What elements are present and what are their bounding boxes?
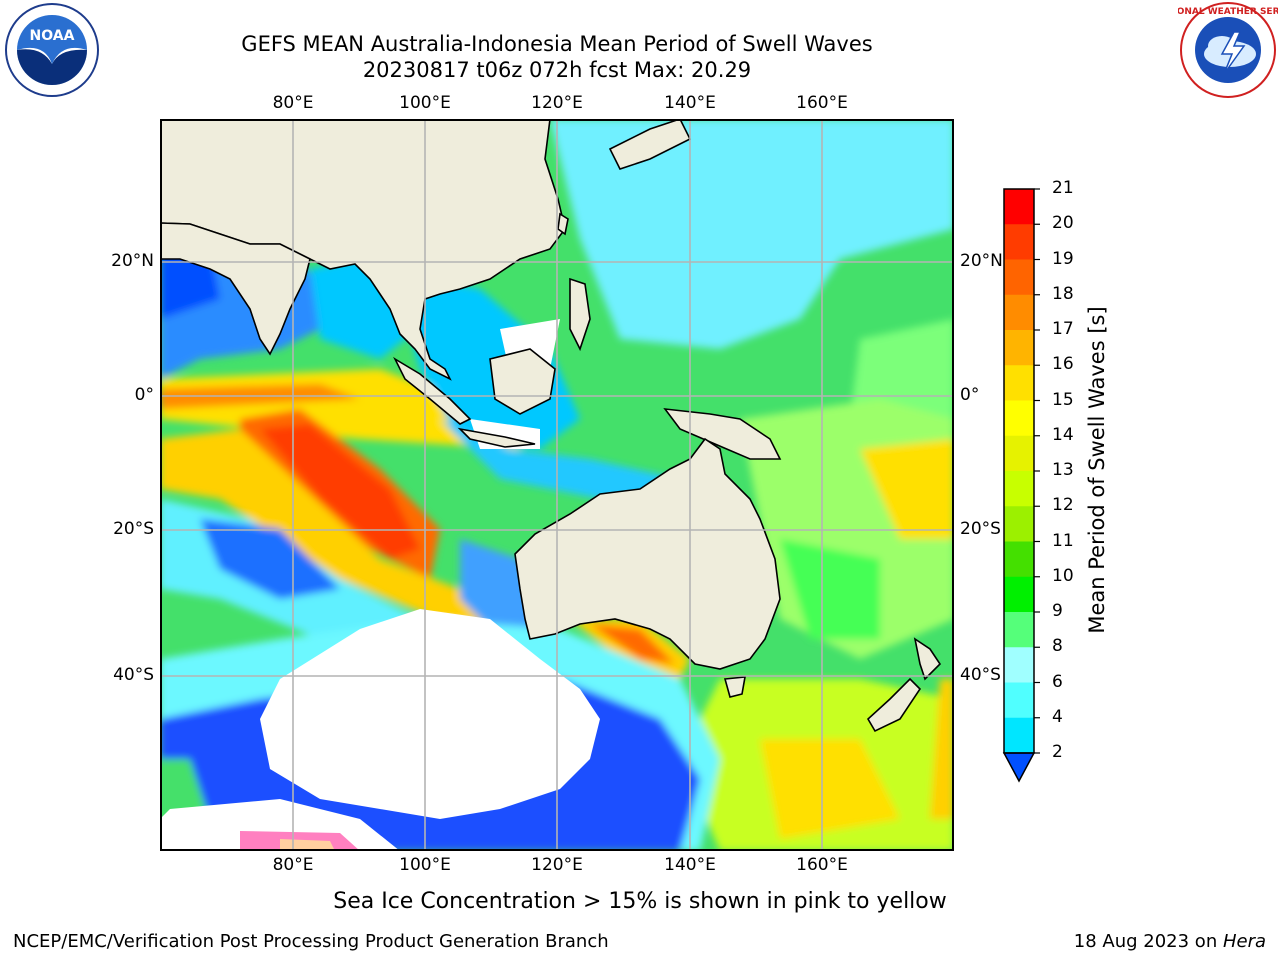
lat-tick-right-20s: 20°S (960, 519, 1001, 539)
colorbar-bin (1004, 294, 1034, 331)
footer-host: Hera (1222, 931, 1266, 952)
colorbar-bin (1004, 259, 1034, 296)
colorbar-tick-label: 21 (1052, 178, 1074, 198)
noaa-logo: NOAA (2, 2, 102, 98)
colorbar-bin (1004, 224, 1034, 260)
lat-tick-right-20n: 20°N (960, 251, 1003, 271)
colorbar-bin (1004, 682, 1034, 719)
colorbar-bin (1004, 435, 1034, 472)
colorbar-tick-label: 12 (1052, 495, 1074, 516)
colorbar-bin (1004, 189, 1034, 225)
lon-tick-top-160: 160°E (796, 93, 848, 113)
colorbar-bin (1004, 647, 1034, 683)
chart-title-line1: GEFS MEAN Australia-Indonesia Mean Perio… (241, 32, 873, 56)
australia (514, 437, 781, 670)
colorbar-tick-label: 17 (1052, 319, 1074, 339)
graticule (160, 119, 954, 851)
colorbar-tick-label: 15 (1052, 389, 1074, 410)
colorbar-svg (1002, 188, 1040, 783)
lat-tick-left-0: 0° (134, 385, 154, 405)
colorbar-bin (1004, 717, 1034, 754)
colorbar-tick-label: 20 (1052, 213, 1074, 234)
lat-tick-left-20n: 20°N (111, 251, 154, 271)
lon-tick-bottom-140: 140°E (664, 855, 716, 875)
lat-tick-left-40s: 40°S (113, 665, 154, 685)
sea-ice-note: Sea Ice Concentration > 15% is shown in … (333, 889, 947, 914)
map-panel (159, 118, 954, 851)
colorbar-tick-label: 4 (1052, 706, 1063, 727)
lat-tick-left-20s: 20°S (113, 519, 154, 539)
footer-date-text: 18 Aug 2023 on (1073, 931, 1223, 952)
svg-text:NATIONAL WEATHER SERVICE: NATIONAL WEATHER SERVICE (1178, 7, 1278, 17)
lon-tick-bottom-120: 120°E (531, 855, 583, 875)
land (159, 118, 942, 733)
colorbar-tick-label: 8 (1052, 636, 1063, 657)
map-svg (159, 118, 954, 851)
colorbar-bin (1004, 330, 1034, 366)
colorbar-label: Mean Period of Swell Waves [s] (1085, 306, 1109, 634)
lon-tick-bottom-80: 80°E (272, 855, 314, 875)
colorbar-tick-label: 11 (1052, 530, 1074, 551)
no-data-region (260, 609, 600, 819)
lat-tick-right-40s: 40°S (960, 665, 1001, 685)
colorbar-tick-label: 14 (1052, 424, 1074, 445)
colorbar-tick-label: 18 (1052, 283, 1074, 304)
lon-tick-top-120: 120°E (531, 93, 583, 113)
colorbar-bin (1004, 365, 1034, 401)
lon-tick-top-100: 100°E (399, 93, 451, 113)
lat-tick-right-0: 0° (960, 385, 980, 405)
colorbar-bin (1004, 576, 1034, 613)
colorbar-tick-label: 6 (1052, 671, 1063, 692)
colorbar-bin (1004, 506, 1034, 542)
colorbar-extend-triangle (1002, 752, 1036, 783)
footer-date: 18 Aug 2023 on Hera (1074, 931, 1266, 952)
colorbar-tick-label: 19 (1052, 248, 1074, 269)
colorbar-bin (1004, 471, 1034, 507)
colorbar-tick-label: 10 (1052, 565, 1074, 586)
colorbar-tick-label: 9 (1052, 601, 1063, 621)
nws-logo: NATIONAL WEATHER SERVICE (1153, 2, 1280, 98)
colorbar-bin (1004, 400, 1034, 437)
colorbar (1000, 185, 1040, 785)
colorbar-tick-label: 13 (1052, 460, 1074, 480)
colorbar-tick-label: 2 (1052, 742, 1063, 762)
colorbar-tick-label: 16 (1052, 354, 1074, 375)
lon-tick-bottom-100: 100°E (399, 855, 451, 875)
footer-credit: NCEP/EMC/Verification Post Processing Pr… (13, 931, 609, 952)
lon-tick-top-80: 80°E (272, 93, 314, 113)
lon-tick-bottom-160: 160°E (796, 855, 848, 875)
lon-tick-top-140: 140°E (664, 93, 716, 113)
colorbar-bin (1004, 612, 1034, 648)
chart-title-line2: 20230817 t06z 072h fcst Max: 20.29 (362, 58, 752, 82)
noaa-text: NOAA (30, 28, 75, 44)
map-frame (160, 119, 954, 851)
colorbar-bin (1004, 541, 1034, 578)
